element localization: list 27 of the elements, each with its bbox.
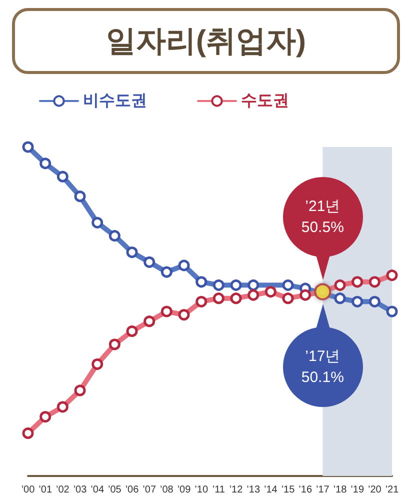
x-tick-label: ’06 bbox=[125, 484, 140, 496]
x-tick-label: ’11 bbox=[212, 484, 226, 496]
x-tick-label: ’13 bbox=[246, 484, 260, 496]
x-tick-label: ’14 bbox=[264, 484, 278, 496]
x-tick-label: ’02 bbox=[56, 484, 70, 496]
annotation: ’17년 50.1% bbox=[301, 346, 344, 388]
legend-label: 비수도권 bbox=[83, 92, 147, 110]
x-tick-label: ’03 bbox=[73, 484, 88, 496]
x-tick-label: ’16 bbox=[298, 484, 312, 496]
x-tick-label: ’15 bbox=[281, 484, 296, 496]
x-tick-label: ’20 bbox=[368, 484, 382, 496]
x-tick-label: ’18 bbox=[333, 484, 348, 496]
x-tick-label: ’01 bbox=[38, 484, 52, 496]
x-tick-label: ’09 bbox=[177, 484, 192, 496]
x-tick-label: ’04 bbox=[90, 484, 104, 496]
x-tick-label: ’08 bbox=[160, 484, 174, 496]
legend-label: 수도권 bbox=[241, 92, 289, 110]
x-tick-label: ’00 bbox=[21, 484, 36, 496]
x-tick-label: ’19 bbox=[350, 484, 364, 496]
chart-title: 일자리(취업자) bbox=[12, 8, 400, 74]
x-tick-label: ’10 bbox=[194, 484, 208, 496]
x-tick-label: ’07 bbox=[142, 484, 156, 496]
x-tick-label: ’17 bbox=[316, 484, 330, 496]
x-tick-label: ’12 bbox=[229, 484, 244, 496]
x-tick-label: ’05 bbox=[108, 484, 122, 496]
annotation: ’21년 50.5% bbox=[301, 196, 344, 238]
x-tick-label: ’21 bbox=[385, 484, 400, 496]
